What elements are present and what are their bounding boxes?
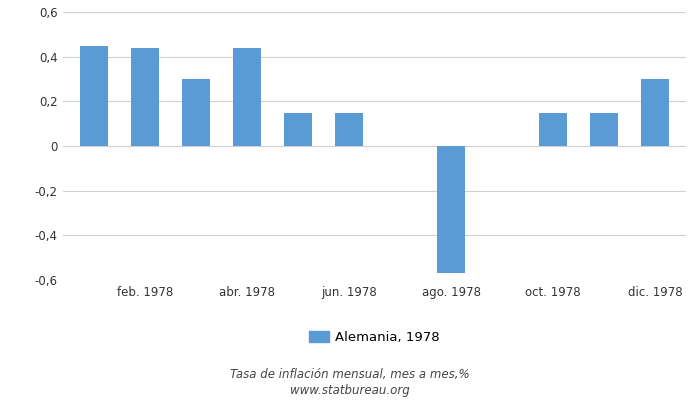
Bar (641, 79, 669, 146)
Bar (590, 112, 618, 146)
Bar (539, 112, 567, 146)
Bar (335, 112, 363, 146)
Bar (437, 146, 465, 273)
Bar (182, 79, 210, 146)
Text: Tasa de inflación mensual, mes a mes,%: Tasa de inflación mensual, mes a mes,% (230, 368, 470, 381)
Text: www.statbureau.org: www.statbureau.org (290, 384, 410, 397)
Bar (284, 112, 312, 146)
Bar (131, 48, 159, 146)
Bar (80, 46, 108, 146)
Legend: Alemania, 1978: Alemania, 1978 (305, 327, 444, 348)
Bar (233, 48, 261, 146)
